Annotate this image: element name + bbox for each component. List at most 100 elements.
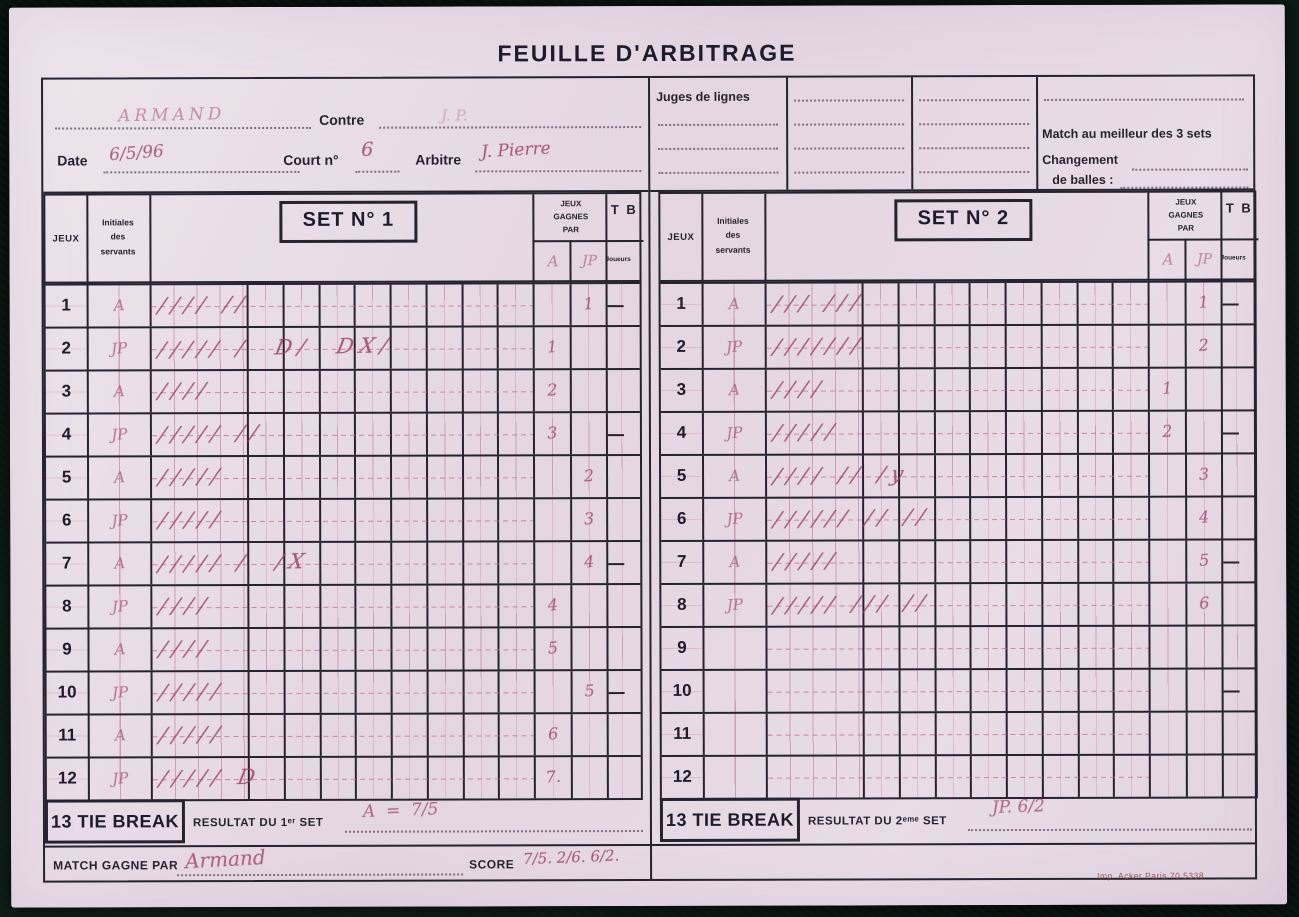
- initiales-line1: Initiales: [102, 217, 134, 228]
- dotted-line: [475, 170, 642, 173]
- points-grid: ∕∕∕∕: [149, 370, 533, 413]
- tally-marks-handwriting: ∕∕∕ ∕∕∕: [771, 289, 868, 316]
- points-cell: [969, 412, 1005, 454]
- server-initials-handwriting: JP: [111, 596, 129, 616]
- tiebreak-cell: [1220, 454, 1252, 496]
- set1-rows: 1 A ∕∕∕∕ ∕∕ 1 2 JP: [45, 282, 641, 800]
- games-won-b-cell: 5: [570, 671, 607, 713]
- server-initials-handwriting: JP: [110, 338, 128, 358]
- points-cell: [497, 585, 534, 627]
- points-grid: ∕∕∕∕∕: [150, 671, 534, 714]
- tiebreak-cell: [1220, 282, 1251, 324]
- points-cell: [354, 499, 391, 541]
- points-cell: [1004, 454, 1041, 497]
- games-won-b-handwriting: 6: [1198, 593, 1211, 613]
- points-grid: [765, 669, 1149, 712]
- games-won-a-cell: 3: [532, 413, 570, 455]
- dotted-line: [103, 170, 300, 174]
- games-won-a-cell: [533, 541, 572, 584]
- points-cell: [283, 714, 320, 756]
- tiebreak-cell: [1221, 583, 1252, 625]
- games-won-a-handwriting: [1149, 711, 1187, 754]
- player-b-column-handwriting: JP: [581, 253, 598, 270]
- tiebreak-cell: [1221, 626, 1252, 668]
- points-cell: [318, 413, 355, 455]
- points-cell: [862, 756, 899, 798]
- games-won-b-handwriting: 1: [582, 293, 595, 314]
- dotted-line: [1120, 186, 1249, 189]
- initiales-line3: servants: [715, 244, 751, 255]
- tally-marks-handwriting: ∕∕∕∕∕∕ ∕∕ ∕∕: [771, 503, 933, 532]
- server-initials-handwriting: A: [728, 466, 741, 486]
- points-grid: ∕∕∕∕∕: [150, 714, 534, 757]
- server-initials-handwriting: A: [728, 294, 740, 314]
- points-cell: [283, 628, 320, 670]
- officials-header: Juges de lignes Match au meilleur des 3 …: [650, 76, 1254, 192]
- games-won-b-cell: [1184, 368, 1221, 410]
- game-number: 6: [46, 500, 88, 542]
- points-cell: [1076, 497, 1113, 539]
- server-initials-cell: JP: [86, 328, 150, 370]
- tiebreak-cell: [606, 542, 637, 584]
- server-initials-cell: JP: [86, 414, 150, 456]
- games-won-a-handwriting: [534, 541, 572, 584]
- games-won-a-cell: [1148, 669, 1186, 711]
- points-cell: [318, 284, 354, 326]
- points-cell: [389, 413, 426, 455]
- games-won-a-cell: [532, 284, 570, 326]
- dotted-line: [177, 873, 464, 877]
- points-cell: [933, 283, 969, 325]
- games-won-b-handwriting: 5: [1198, 550, 1210, 570]
- tiebreak-cell: [606, 499, 637, 541]
- points-cell: [425, 284, 462, 326]
- tally-marks-handwriting: ∕∕∕∕ ∕∕: [156, 291, 253, 318]
- points-grid: ∕∕∕∕: [150, 585, 534, 628]
- set1-title: SET N° 1: [279, 200, 418, 243]
- games-won-b-cell: 1: [569, 284, 606, 326]
- points-cell: [389, 284, 426, 326]
- games-won-a-handwriting: 1: [546, 336, 558, 357]
- points-cell: [354, 628, 391, 670]
- table-row: 4 JP ∕∕∕∕∕ 2: [660, 409, 1255, 454]
- points-cell: [462, 757, 499, 799]
- tally-marks-handwriting: ∕∕∕∕∕: [157, 721, 228, 747]
- set2-rows: 1 A ∕∕∕ ∕∕∕ 1 2 JP: [660, 280, 1256, 798]
- games-won-b-cell: 2: [1184, 325, 1221, 367]
- games-won-b-cell: [569, 327, 606, 369]
- games-won-a-handwriting: 2: [546, 379, 559, 400]
- points-grid: ∕∕∕∕∕: [150, 456, 534, 499]
- points-cell: [390, 757, 427, 799]
- points-cell: [461, 370, 498, 412]
- jg-line1: JEUX: [1175, 197, 1197, 207]
- server-initials-handwriting: JP: [725, 337, 743, 357]
- points-cell: [425, 542, 462, 584]
- points-cell: [282, 284, 319, 326]
- server-initials-cell: A: [701, 283, 765, 325]
- server-initials-cell: A: [87, 629, 151, 671]
- games-won-b-cell: [1184, 411, 1221, 453]
- points-cell: [390, 714, 427, 756]
- points-cell: [283, 585, 319, 627]
- games-won-b-cell: [570, 714, 607, 756]
- right-half: Juges de lignes Match au meilleur des 3 …: [648, 76, 1259, 879]
- points-cell: [354, 671, 391, 713]
- games-won-a-cell: 2: [1147, 411, 1185, 453]
- dotted-line: [919, 123, 1030, 126]
- points-cell: [318, 585, 355, 627]
- points-cell: [354, 370, 390, 412]
- points-cell: [969, 627, 1006, 669]
- games-won-b-handwriting: 2: [1197, 335, 1210, 355]
- tally-marks-handwriting: ∕∕∕∕∕: [156, 506, 227, 532]
- points-cell: [933, 584, 970, 626]
- points-cell: [968, 326, 1005, 368]
- tiebreak-cell: [606, 628, 637, 670]
- points-cell: [425, 370, 462, 412]
- dotted-line: [794, 171, 905, 174]
- points-cell: [1076, 368, 1113, 410]
- points-cell: [1112, 626, 1149, 668]
- server-initials-handwriting: JP: [725, 423, 743, 443]
- points-cell: [319, 757, 356, 799]
- table-row: 5 A ∕∕∕∕∕ 2: [45, 454, 641, 499]
- points-cell: [934, 670, 970, 712]
- points-cell: [425, 456, 462, 498]
